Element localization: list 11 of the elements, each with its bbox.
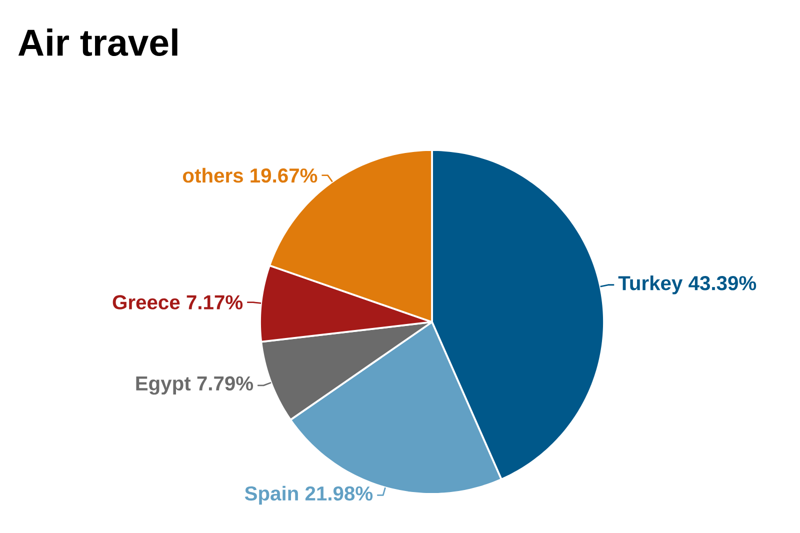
data-label: 19.67% — [250, 168, 318, 183]
data-label: 7.79% — [197, 376, 254, 391]
slice-label: Turkey — [618, 275, 683, 294]
slice-label: Egypt — [136, 376, 191, 395]
chart-title: Air travel — [18, 28, 178, 56]
slice-label: Spain — [244, 486, 298, 505]
data-label: 21.98% — [305, 486, 373, 501]
data-label: 43.39% — [688, 276, 756, 290]
slice-label: others — [182, 168, 243, 183]
slice-label: Greece — [112, 295, 180, 310]
data-label: 7.17% — [186, 295, 243, 310]
